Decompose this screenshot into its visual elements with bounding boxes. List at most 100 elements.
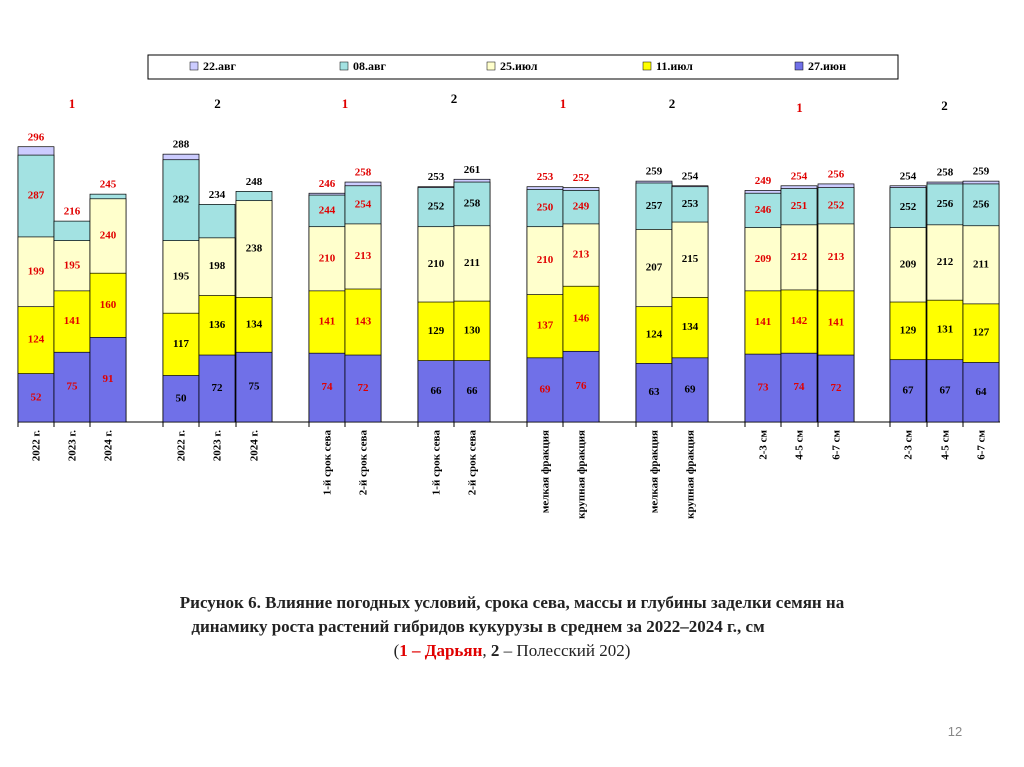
value-label: 287 [28,190,45,202]
value-label: 245 [100,179,117,191]
caption-legend: (1 – Дарьян, 2 – Полесский 202) [394,641,631,660]
x-tick-label: 2024 г. [249,430,261,462]
value-label: 254 [682,170,699,182]
value-label: 258 [464,197,481,209]
value-label: 69 [685,383,697,395]
value-label: 134 [682,321,699,333]
value-label: 130 [464,324,481,336]
value-label: 160 [100,299,117,311]
group-label: 2 [941,98,948,113]
value-label: 129 [428,325,445,337]
value-label: 254 [791,170,808,182]
value-label: 134 [246,318,263,330]
value-label: 209 [900,258,917,270]
value-label: 253 [428,171,445,183]
value-label: 238 [246,243,263,255]
value-label: 136 [209,319,226,331]
caption-part: 1 – Дарьян [399,641,482,660]
bar-segment [962,362,1000,423]
x-tick-label: мелкая фракция [540,430,552,513]
value-label: 210 [319,252,336,264]
bar-segment [635,363,673,423]
value-label: 244 [319,204,336,216]
value-label: 64 [976,386,988,398]
value-label: 216 [64,206,81,218]
caption-part: ( [394,641,400,660]
value-label: 198 [209,260,226,272]
bar-segment [344,354,382,423]
group-label: 2 [669,96,676,111]
value-label: 74 [322,381,334,393]
value-label: 251 [791,200,808,212]
bar-segment [817,354,855,423]
value-label: 256 [973,198,990,210]
group-label: 2 [214,96,221,111]
caption-part: 2 [491,641,500,660]
value-label: 213 [355,250,372,262]
value-label: 253 [682,198,699,210]
x-tick-label: 2024 г. [103,430,115,462]
value-label: 73 [758,382,770,394]
x-tick-label: 2-3 см [758,430,770,460]
value-label: 124 [28,334,45,346]
value-label: 249 [573,201,590,213]
value-label: 234 [209,189,226,201]
value-label: 211 [464,257,480,269]
group-label: 1 [342,96,349,111]
legend-swatch [794,61,804,71]
x-tick-label: 2022 г. [176,430,188,462]
caption-line: Рисунок 6. Влияние погодных условий, сро… [180,593,845,612]
x-tick-label: 2-3 см [903,430,915,460]
value-label: 142 [791,315,808,327]
value-label: 146 [573,312,590,324]
bar-segment [89,337,127,423]
x-tick-label: 2-й срок сева [467,430,479,496]
legend-swatch [339,61,349,71]
x-tick-label: 4-5 см [940,430,952,460]
x-tick-label: 2022 г. [31,430,43,462]
value-label: 72 [358,382,370,394]
value-label: 252 [900,201,917,213]
value-label: 72 [212,382,224,394]
value-label: 207 [646,262,663,274]
value-label: 212 [791,251,808,263]
value-label: 282 [173,194,190,206]
value-label: 210 [428,258,445,270]
bar-segment [453,360,491,423]
value-label: 254 [900,170,917,182]
bar-segment [671,357,709,423]
value-label: 127 [973,327,990,339]
value-label: 75 [249,381,261,393]
bar-segment [162,375,200,423]
value-label: 257 [646,200,663,212]
value-label: 63 [649,386,661,398]
legend-label: 11.июл [656,59,693,73]
value-label: 141 [755,316,772,328]
value-label: 75 [67,381,79,393]
value-label: 66 [467,385,479,397]
value-label: 212 [937,256,954,268]
group-label: 2 [451,91,458,106]
legend-label: 27.июн [808,59,846,73]
value-label: 246 [755,204,772,216]
x-tick-label: 6-7 см [831,430,843,460]
value-label: 67 [940,384,952,396]
legend-label: 22.авг [203,59,236,73]
legend-swatch [189,61,199,71]
value-label: 246 [319,178,336,190]
value-label: 195 [64,259,81,271]
value-label: 213 [573,249,590,261]
bar-segment [744,353,782,423]
legend-label: 25.июл [500,59,538,73]
x-tick-label: крупная фракция [576,430,588,519]
x-tick-label: 2-й срок сева [358,430,370,496]
value-label: 288 [173,139,190,151]
value-label: 141 [828,316,845,328]
value-label: 296 [28,131,45,143]
bar-segment [417,360,455,423]
x-tick-label: крупная фракция [685,430,697,519]
value-label: 67 [903,384,915,396]
value-label: 143 [355,316,372,328]
bar-segment [198,354,236,423]
